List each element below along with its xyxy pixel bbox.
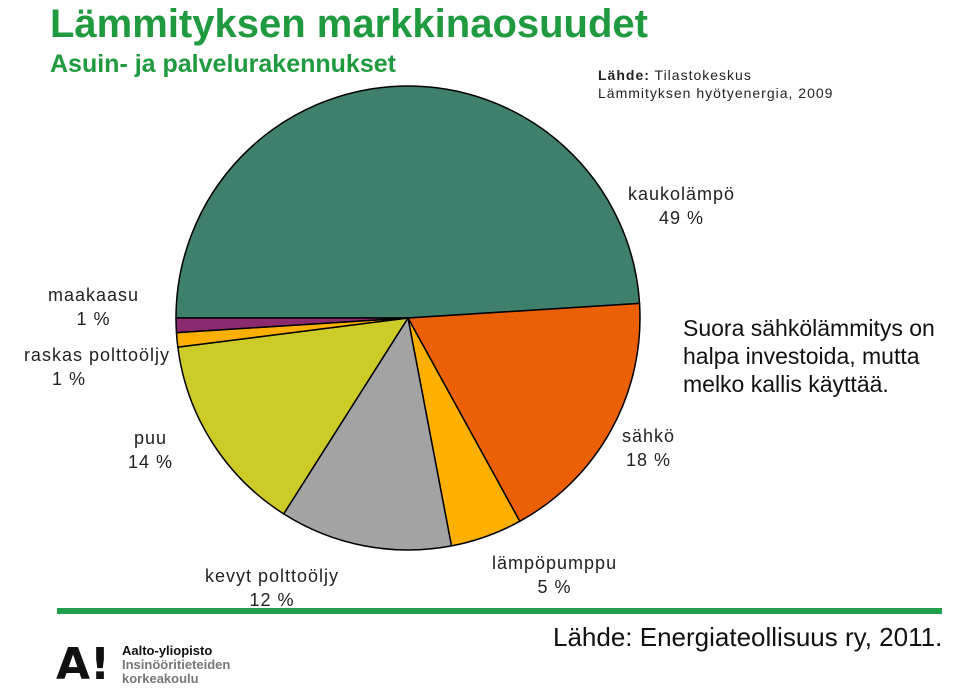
aalto-logo: A! Aalto-yliopisto Insinööritieteiden ko… xyxy=(56,640,256,688)
source-prefix: Lähde: xyxy=(598,67,650,83)
label-sahko-value: 18 % xyxy=(626,450,672,470)
label-kaukolampo-value: 49 % xyxy=(659,208,705,228)
label-raskas-polttooljy-name: raskas polttoöljy xyxy=(23,345,170,365)
pie-slice-0 xyxy=(175,85,641,319)
label-raskas-polttooljy-value: 1 % xyxy=(52,369,87,389)
source-name: Tilastokeskus xyxy=(654,67,752,83)
chart-title: Lämmityksen markkinaosuudet xyxy=(50,2,648,46)
label-maakaasu: maakaasu 1 % xyxy=(48,283,139,331)
label-kevyt-polttooljy-name: kevyt polttoöljy xyxy=(205,566,340,586)
label-sahko: sähkö 18 % xyxy=(622,424,675,472)
note-text: Suora sähkölämmitys on halpa investoida,… xyxy=(683,314,935,398)
label-kaukolampo-name: kaukolämpö xyxy=(628,184,736,204)
source-detail: Lämmityksen hyötyenergia, 2009 xyxy=(598,85,834,101)
note-line-2: halpa investoida, mutta xyxy=(683,343,920,369)
label-kaukolampo: kaukolämpö 49 % xyxy=(628,182,735,230)
note-line-1: Suora sähkölämmitys on xyxy=(683,315,935,341)
label-lampopumppu: lämpöpumppu 5 % xyxy=(492,551,617,599)
chart-subtitle: Asuin- ja palvelurakennukset xyxy=(50,50,396,78)
pie-slice-6 xyxy=(175,317,409,334)
label-maakaasu-name: maakaasu xyxy=(48,285,140,305)
logo-line-3: korkeakoulu xyxy=(122,671,199,686)
logo-mark: A! xyxy=(56,639,111,690)
label-maakaasu-value: 1 % xyxy=(76,309,111,329)
label-kevyt-polttooljy: kevyt polttoöljy 12 % xyxy=(205,564,339,612)
label-lampopumppu-value: 5 % xyxy=(537,577,572,597)
label-puu: puu 14 % xyxy=(128,426,173,474)
divider-line xyxy=(57,608,942,614)
logo-line-1: Aalto-yliopisto xyxy=(122,643,213,658)
label-puu-name: puu xyxy=(133,428,168,448)
label-raskas-polttooljy: raskas polttoöljy 1 % xyxy=(0,343,170,391)
pie-slice-4 xyxy=(177,317,409,515)
source-top: Lähde: Tilastokeskus Lämmityksen hyötyen… xyxy=(598,66,833,102)
label-puu-value: 14 % xyxy=(128,452,174,472)
logo-line-2: Insinööritieteiden xyxy=(122,657,231,672)
label-sahko-name: sähkö xyxy=(622,426,676,446)
source-bottom: Lähde: Energiateollisuus ry, 2011. xyxy=(553,622,943,652)
pie-slice-3 xyxy=(282,317,453,551)
label-lampopumppu-name: lämpöpumppu xyxy=(492,553,618,573)
note-line-3: melko kallis käyttää. xyxy=(683,371,889,397)
label-kevyt-polttooljy-value: 12 % xyxy=(249,590,295,610)
logo-text: Aalto-yliopisto Insinööritieteiden korke… xyxy=(122,644,230,686)
pie-slice-1 xyxy=(407,302,641,523)
